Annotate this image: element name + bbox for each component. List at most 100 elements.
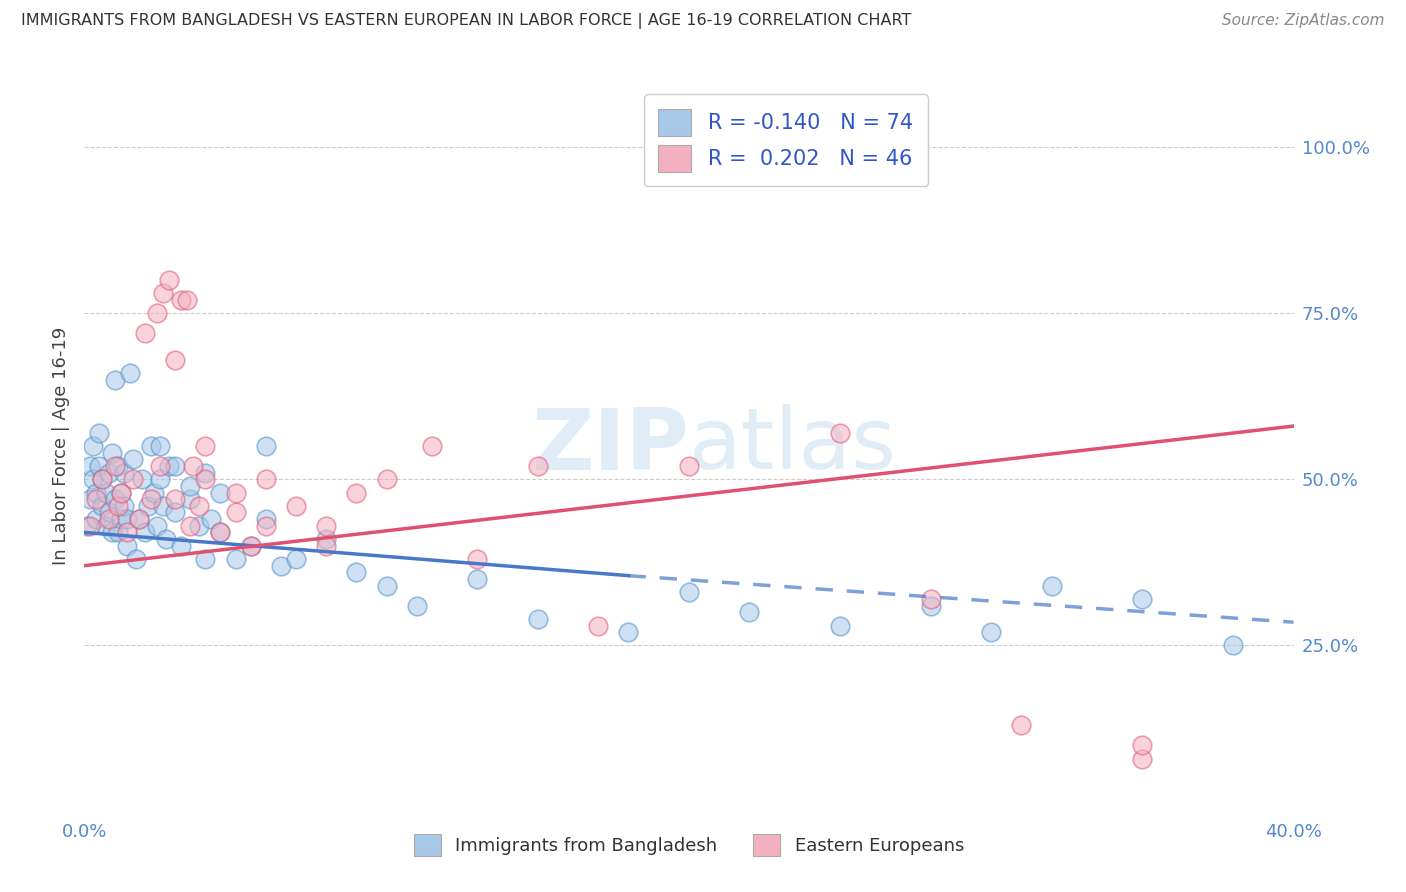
Point <box>134 326 156 340</box>
Point <box>149 439 172 453</box>
Point <box>97 466 120 480</box>
Point <box>194 466 217 480</box>
Point <box>194 472 217 486</box>
Point <box>134 525 156 540</box>
Point <box>467 552 489 566</box>
Legend: Immigrants from Bangladesh, Eastern Europeans: Immigrants from Bangladesh, Eastern Euro… <box>405 825 973 865</box>
Point <box>406 599 429 613</box>
Point <box>200 512 222 526</box>
Point <box>315 532 337 546</box>
Point <box>285 552 308 566</box>
Point <box>94 518 117 533</box>
Text: Source: ZipAtlas.com: Source: ZipAtlas.com <box>1222 13 1385 29</box>
Point <box>149 472 172 486</box>
Point <box>225 506 247 520</box>
Point <box>104 458 127 473</box>
Point <box>82 439 104 453</box>
Point <box>79 518 101 533</box>
Point <box>107 525 129 540</box>
Point <box>149 458 172 473</box>
Point <box>1130 591 1153 606</box>
Point <box>920 599 942 613</box>
Point <box>181 458 204 473</box>
Point <box>315 518 337 533</box>
Point <box>91 472 114 486</box>
Point <box>588 618 610 632</box>
Text: ZIP: ZIP <box>531 404 689 488</box>
Point <box>617 625 640 640</box>
Point <box>225 552 247 566</box>
Point <box>420 439 443 453</box>
Point <box>115 512 138 526</box>
Point <box>76 518 98 533</box>
Text: IMMIGRANTS FROM BANGLADESH VS EASTERN EUROPEAN IN LABOR FORCE | AGE 16-19 CORREL: IMMIGRANTS FROM BANGLADESH VS EASTERN EU… <box>21 13 911 29</box>
Point <box>89 425 111 440</box>
Point <box>179 492 201 507</box>
Point <box>165 458 187 473</box>
Point <box>97 506 120 520</box>
Point <box>254 518 277 533</box>
Point <box>91 472 114 486</box>
Point <box>121 472 143 486</box>
Point <box>527 612 550 626</box>
Point <box>209 525 232 540</box>
Point <box>107 458 129 473</box>
Point <box>86 492 108 507</box>
Point <box>179 479 201 493</box>
Point <box>104 372 127 386</box>
Point <box>115 525 138 540</box>
Y-axis label: In Labor Force | Age 16-19: In Labor Force | Age 16-19 <box>52 326 70 566</box>
Point <box>100 445 122 459</box>
Point <box>678 458 700 473</box>
Point <box>112 466 135 480</box>
Point <box>146 306 169 320</box>
Point <box>165 506 187 520</box>
Point <box>152 286 174 301</box>
Point <box>194 439 217 453</box>
Point <box>139 492 162 507</box>
Point <box>1222 639 1244 653</box>
Point <box>285 499 308 513</box>
Point <box>165 492 187 507</box>
Point <box>170 293 193 307</box>
Point <box>270 558 292 573</box>
Point <box>94 485 117 500</box>
Point <box>346 485 368 500</box>
Point <box>738 605 761 619</box>
Point <box>239 539 262 553</box>
Point <box>1130 738 1153 752</box>
Point <box>188 499 211 513</box>
Point <box>104 492 127 507</box>
Point <box>1011 718 1033 732</box>
Point <box>91 499 114 513</box>
Point <box>112 499 135 513</box>
Point <box>100 525 122 540</box>
Point <box>139 439 162 453</box>
Point <box>136 499 159 513</box>
Point <box>82 472 104 486</box>
Point <box>225 485 247 500</box>
Point <box>165 352 187 367</box>
Point <box>467 572 489 586</box>
Point <box>980 625 1002 640</box>
Text: atlas: atlas <box>689 404 897 488</box>
Point <box>188 518 211 533</box>
Point <box>97 512 120 526</box>
Point <box>131 472 153 486</box>
Point <box>1040 579 1063 593</box>
Point <box>107 499 129 513</box>
Point <box>118 366 141 380</box>
Point <box>79 492 101 507</box>
Point <box>128 512 150 526</box>
Point <box>115 539 138 553</box>
Point <box>1130 751 1153 765</box>
Point <box>254 472 277 486</box>
Point <box>375 579 398 593</box>
Point <box>209 485 232 500</box>
Point <box>315 539 337 553</box>
Point <box>830 618 852 632</box>
Point <box>176 293 198 307</box>
Point <box>146 518 169 533</box>
Point <box>239 539 262 553</box>
Point <box>830 425 852 440</box>
